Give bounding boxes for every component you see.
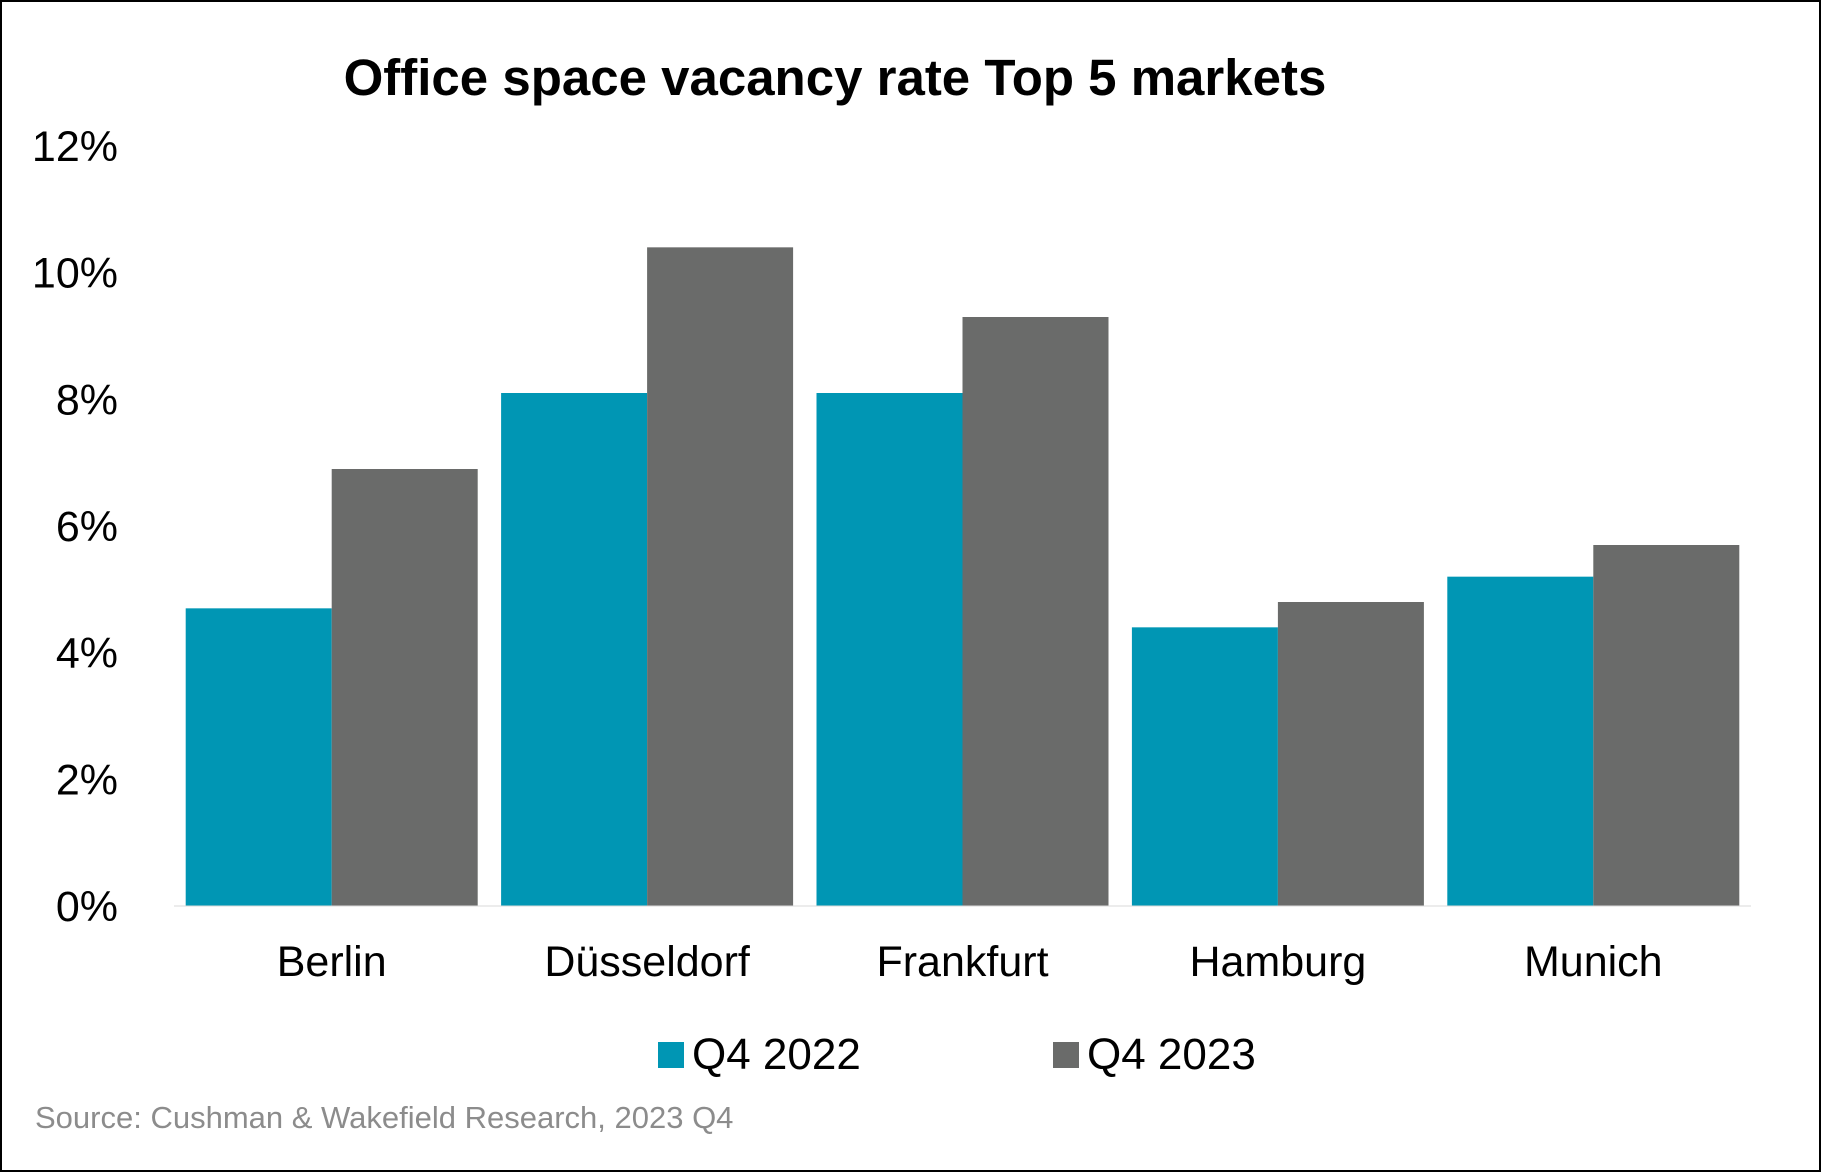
legend-swatch-q4-2022 xyxy=(658,1042,684,1068)
bar-dusseldorf-q4-2022 xyxy=(501,393,648,906)
bar-munich-q4-2023 xyxy=(1593,545,1740,906)
y-tick-label: 2% xyxy=(56,756,118,804)
y-tick-label: 0% xyxy=(56,883,118,931)
bars xyxy=(185,247,1740,907)
x-tick-label-dusseldorf: Düsseldorf xyxy=(544,938,751,986)
bar-frankfurt-q4-2023 xyxy=(962,317,1109,906)
x-axis-labels: Berlin Düsseldorf Frankfurt Hamburg Munich xyxy=(277,938,1663,986)
bar-dusseldorf-q4-2023 xyxy=(647,247,794,907)
legend: Q4 2022 Q4 2023 xyxy=(0,1030,1821,1090)
legend-item-q4-2023: Q4 2023 xyxy=(1053,1030,1256,1080)
bar-berlin-q4-2022 xyxy=(185,608,332,906)
legend-item-q4-2022: Q4 2022 xyxy=(658,1030,861,1080)
bar-munich-q4-2022 xyxy=(1447,576,1594,906)
y-tick-label: 8% xyxy=(56,376,118,424)
y-tick-label: 10% xyxy=(32,250,118,298)
x-tick-label-hamburg: Hamburg xyxy=(1189,938,1366,986)
chart-title: Office space vacancy rate Top 5 markets xyxy=(343,49,1327,106)
y-tick-label: 4% xyxy=(56,630,118,678)
legend-swatch-q4-2023 xyxy=(1053,1042,1079,1068)
x-tick-label-frankfurt: Frankfurt xyxy=(876,938,1048,986)
bar-hamburg-q4-2023 xyxy=(1277,602,1424,906)
bar-hamburg-q4-2022 xyxy=(1131,627,1278,906)
legend-label-q4-2022: Q4 2022 xyxy=(692,1030,861,1079)
x-tick-label-munich: Munich xyxy=(1524,938,1663,986)
x-tick-label-berlin: Berlin xyxy=(277,938,387,986)
source-note: Source: Cushman & Wakefield Research, 20… xyxy=(35,1100,734,1135)
bar-frankfurt-q4-2022 xyxy=(816,393,963,906)
y-axis-ticks: 0% 2% 4% 6% 8% 10% 12% xyxy=(32,123,118,931)
y-tick-label: 12% xyxy=(32,123,118,171)
bar-berlin-q4-2023 xyxy=(331,469,478,906)
y-tick-label: 6% xyxy=(56,503,118,551)
legend-label-q4-2023: Q4 2023 xyxy=(1087,1030,1256,1079)
